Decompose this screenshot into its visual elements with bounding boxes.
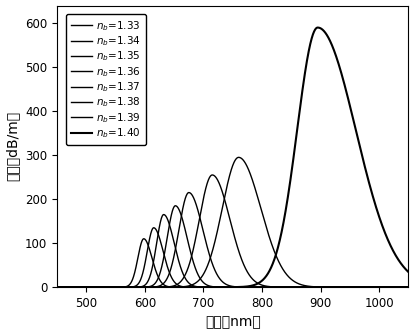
Y-axis label: 损耗（dB/m）: 损耗（dB/m） bbox=[5, 111, 19, 182]
Legend: $n_b$=1.33, $n_b$=1.34, $n_b$=1.35, $n_b$=1.36, $n_b$=1.37, $n_b$=1.38, $n_b$=1.: $n_b$=1.33, $n_b$=1.34, $n_b$=1.35, $n_b… bbox=[66, 14, 146, 145]
X-axis label: 波长（nm）: 波长（nm） bbox=[204, 316, 260, 329]
